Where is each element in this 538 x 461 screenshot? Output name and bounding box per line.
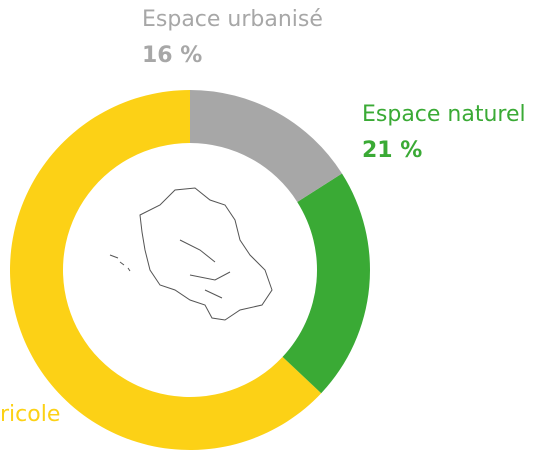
donut-segment	[9, 90, 322, 450]
value-label: 21 %	[362, 138, 422, 163]
segment-label: ricole	[0, 402, 60, 427]
map-outline	[109, 187, 273, 321]
donut-segment	[190, 90, 342, 202]
segment-label: Espace urbanisé	[142, 7, 323, 32]
donut-segment	[282, 173, 370, 394]
segment-label: Espace naturel	[362, 102, 526, 127]
value-label: 16 %	[142, 43, 202, 68]
